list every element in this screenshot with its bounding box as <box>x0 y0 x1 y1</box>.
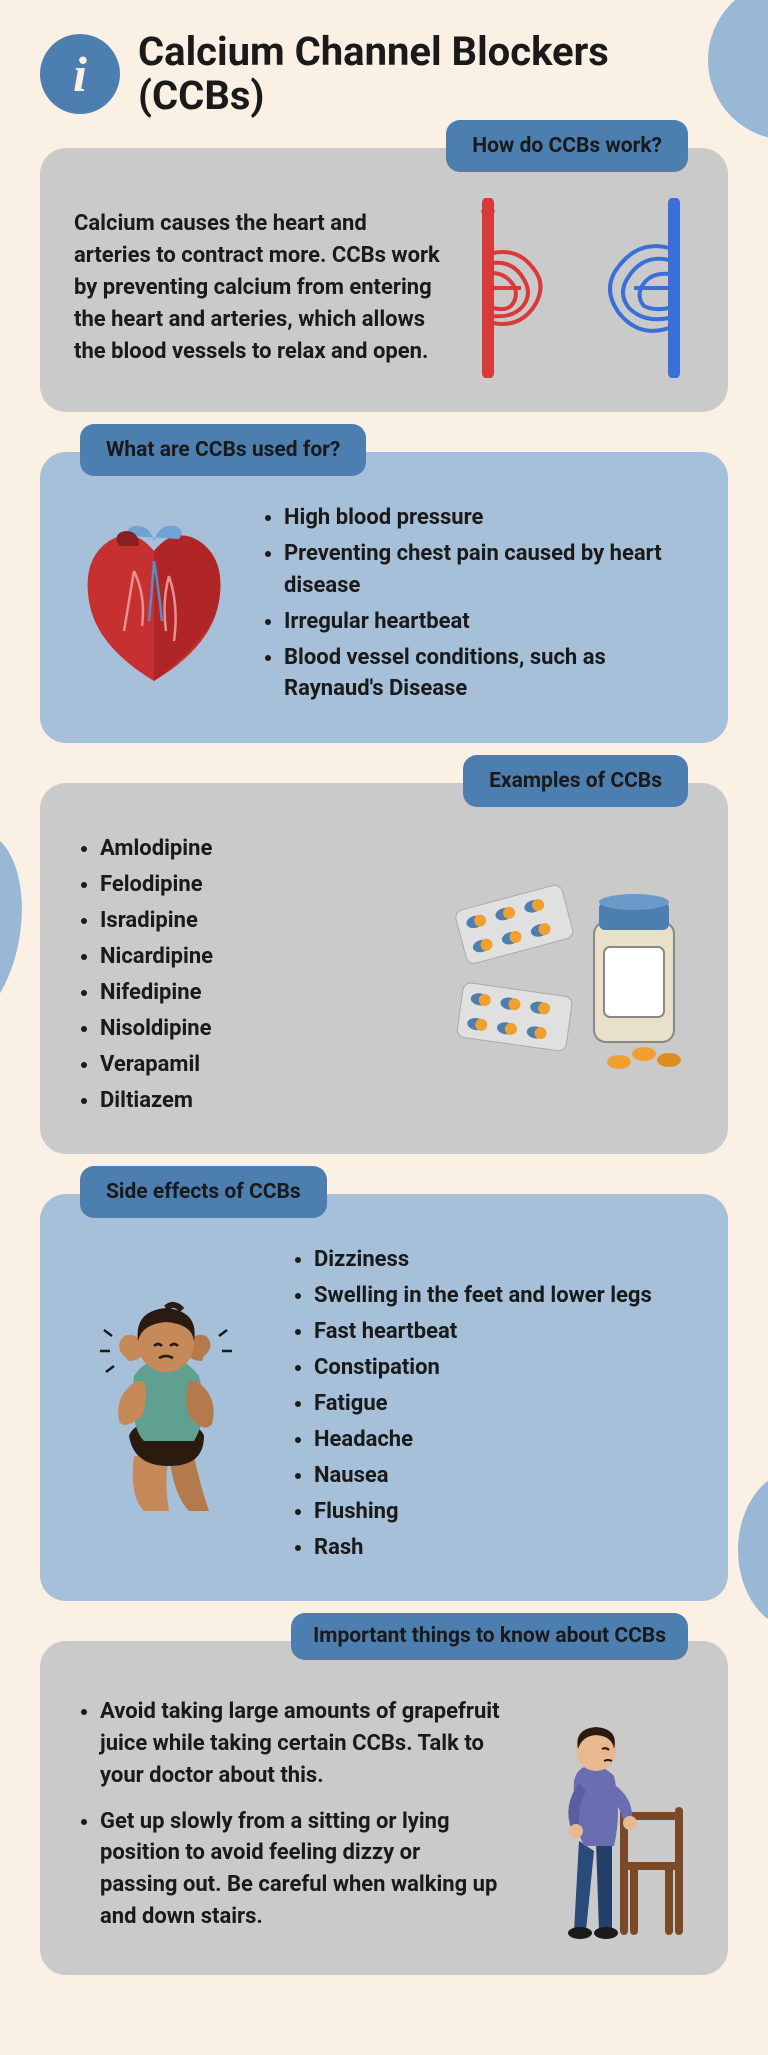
page-header: i Calcium Channel Blockers (CCBs) <box>40 30 728 118</box>
blood-vessel-illustration <box>468 198 694 378</box>
list-item: Isradipine <box>100 905 410 937</box>
list-item: Fatigue <box>314 1388 652 1420</box>
list-item: Avoid taking large amounts of grapefruit… <box>100 1696 500 1792</box>
info-icon: i <box>40 34 120 114</box>
list-item: Nausea <box>314 1460 652 1492</box>
list-item: Blood vessel conditions, such as Raynaud… <box>284 642 694 706</box>
distress-person-illustration <box>74 1296 264 1516</box>
list-item: Verapamil <box>100 1049 410 1081</box>
list-item: Swelling in the feet and lower legs <box>314 1280 652 1312</box>
list-item: Fast heartbeat <box>314 1316 652 1348</box>
list-item: Constipation <box>314 1352 652 1384</box>
list-item: Get up slowly from a sitting or lying po… <box>100 1806 500 1934</box>
section-tab: What are CCBs used for? <box>80 424 366 476</box>
page-title: Calcium Channel Blockers (CCBs) <box>138 30 728 118</box>
important-list: Avoid taking large amounts of grapefruit… <box>74 1696 500 1937</box>
list-item: Nicardipine <box>100 941 410 973</box>
uses-list: High blood pressure Preventing chest pai… <box>258 502 694 709</box>
constricted-vessel-icon <box>468 198 578 378</box>
section-box: Dizziness Swelling in the feet and lower… <box>40 1194 728 1601</box>
side-effects-list: Dizziness Swelling in the feet and lower… <box>288 1244 652 1567</box>
page-content: i Calcium Channel Blockers (CCBs) How do… <box>0 0 768 2055</box>
standing-person-illustration <box>524 1691 694 1941</box>
section-examples: Examples of CCBs Amlodipine Felodipine I… <box>40 783 728 1154</box>
section-tab: Side effects of CCBs <box>80 1166 327 1218</box>
list-item: Nifedipine <box>100 977 410 1009</box>
section-tab: Examples of CCBs <box>463 755 688 807</box>
list-item: Headache <box>314 1424 652 1456</box>
medication-illustration <box>434 882 694 1072</box>
relaxed-vessel-icon <box>584 198 694 378</box>
section-box: Amlodipine Felodipine Isradipine Nicardi… <box>40 783 728 1154</box>
list-item: Diltiazem <box>100 1085 410 1117</box>
examples-list: Amlodipine Felodipine Isradipine Nicardi… <box>74 833 410 1120</box>
section-side-effects: Side effects of CCBs <box>40 1194 728 1601</box>
section-text: Calcium causes the heart and arteries to… <box>74 208 444 367</box>
section-how-work: How do CCBs work? Calcium causes the hea… <box>40 148 728 412</box>
section-tab: Important things to know about CCBs <box>291 1613 688 1659</box>
section-box: High blood pressure Preventing chest pai… <box>40 452 728 743</box>
list-item: Felodipine <box>100 869 410 901</box>
section-tab: How do CCBs work? <box>446 120 688 172</box>
list-item: Nisoldipine <box>100 1013 410 1045</box>
list-item: Irregular heartbeat <box>284 606 694 638</box>
list-item: Preventing chest pain caused by heart di… <box>284 538 694 602</box>
list-item: High blood pressure <box>284 502 694 534</box>
list-item: Amlodipine <box>100 833 410 865</box>
list-item: Rash <box>314 1532 652 1564</box>
section-box: Avoid taking large amounts of grapefruit… <box>40 1641 728 1975</box>
section-important: Important things to know about CCBs Avoi… <box>40 1641 728 1975</box>
heart-illustration <box>74 521 234 691</box>
list-item: Flushing <box>314 1496 652 1528</box>
list-item: Dizziness <box>314 1244 652 1276</box>
section-uses: What are CCBs used for? <box>40 452 728 743</box>
section-box: Calcium causes the heart and arteries to… <box>40 148 728 412</box>
